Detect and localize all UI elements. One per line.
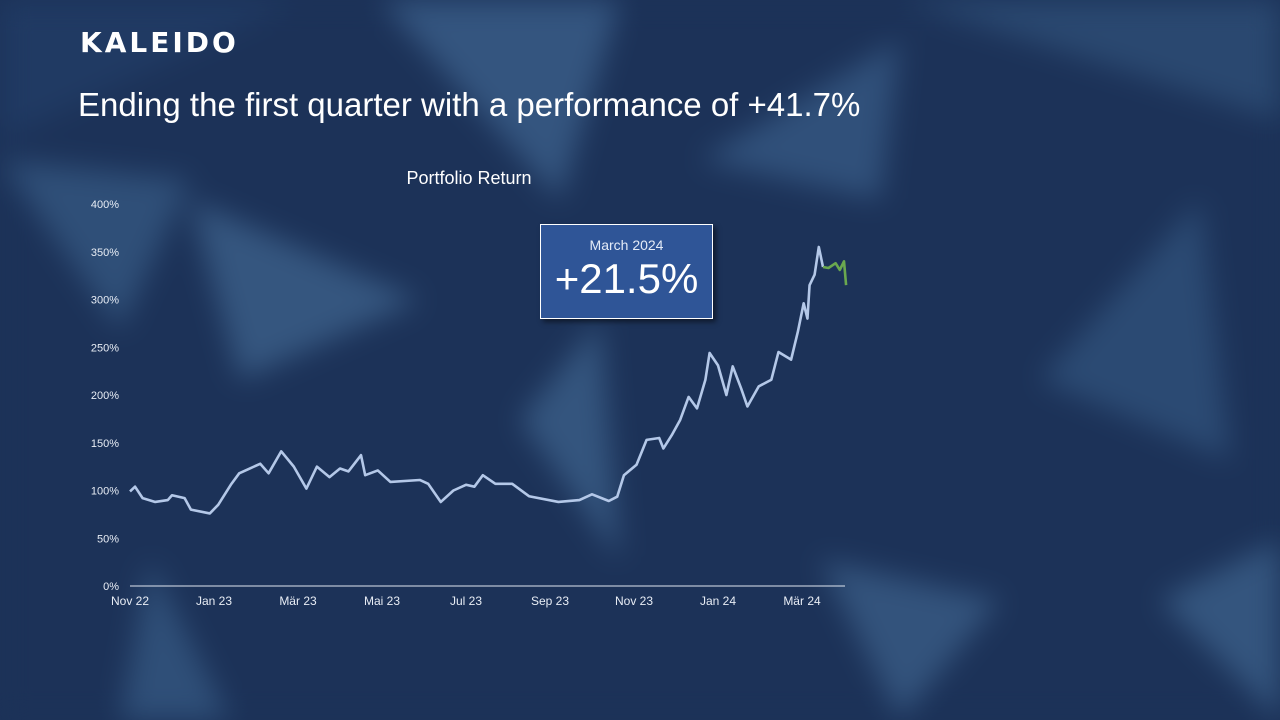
highlight-callout: March 2024 +21.5% <box>540 224 713 319</box>
x-tick-label: Mär 23 <box>279 594 317 608</box>
chart-title: Portfolio Return <box>406 168 531 188</box>
y-tick-label: 250% <box>91 342 119 354</box>
x-tick-label: Nov 22 <box>111 594 149 608</box>
x-tick-label: Mai 23 <box>364 594 400 608</box>
y-tick-label: 150% <box>91 438 119 450</box>
page-headline: Ending the first quarter with a performa… <box>78 86 861 123</box>
y-tick-label: 50% <box>97 533 119 545</box>
x-tick-label: Mär 24 <box>783 594 821 608</box>
x-tick-label: Jan 24 <box>700 594 736 608</box>
callout-value: +21.5% <box>554 255 699 302</box>
portfolio-series-line <box>129 245 825 515</box>
x-tick-label: Jan 23 <box>196 594 232 608</box>
x-tick-label: Jul 23 <box>450 594 482 608</box>
y-tick-label: 200% <box>91 390 119 402</box>
highlight-series-line <box>822 259 848 286</box>
y-tick-label: 100% <box>91 486 119 498</box>
y-tick-label: 300% <box>91 295 119 307</box>
brand-logo: KALEIDO <box>80 26 239 59</box>
y-tick-label: 400% <box>91 199 119 211</box>
callout-label: March 2024 <box>589 237 664 253</box>
x-tick-label: Sep 23 <box>531 594 569 608</box>
y-tick-label: 0% <box>103 581 119 593</box>
x-tick-label: Nov 23 <box>615 594 653 608</box>
y-tick-label: 350% <box>91 247 119 259</box>
